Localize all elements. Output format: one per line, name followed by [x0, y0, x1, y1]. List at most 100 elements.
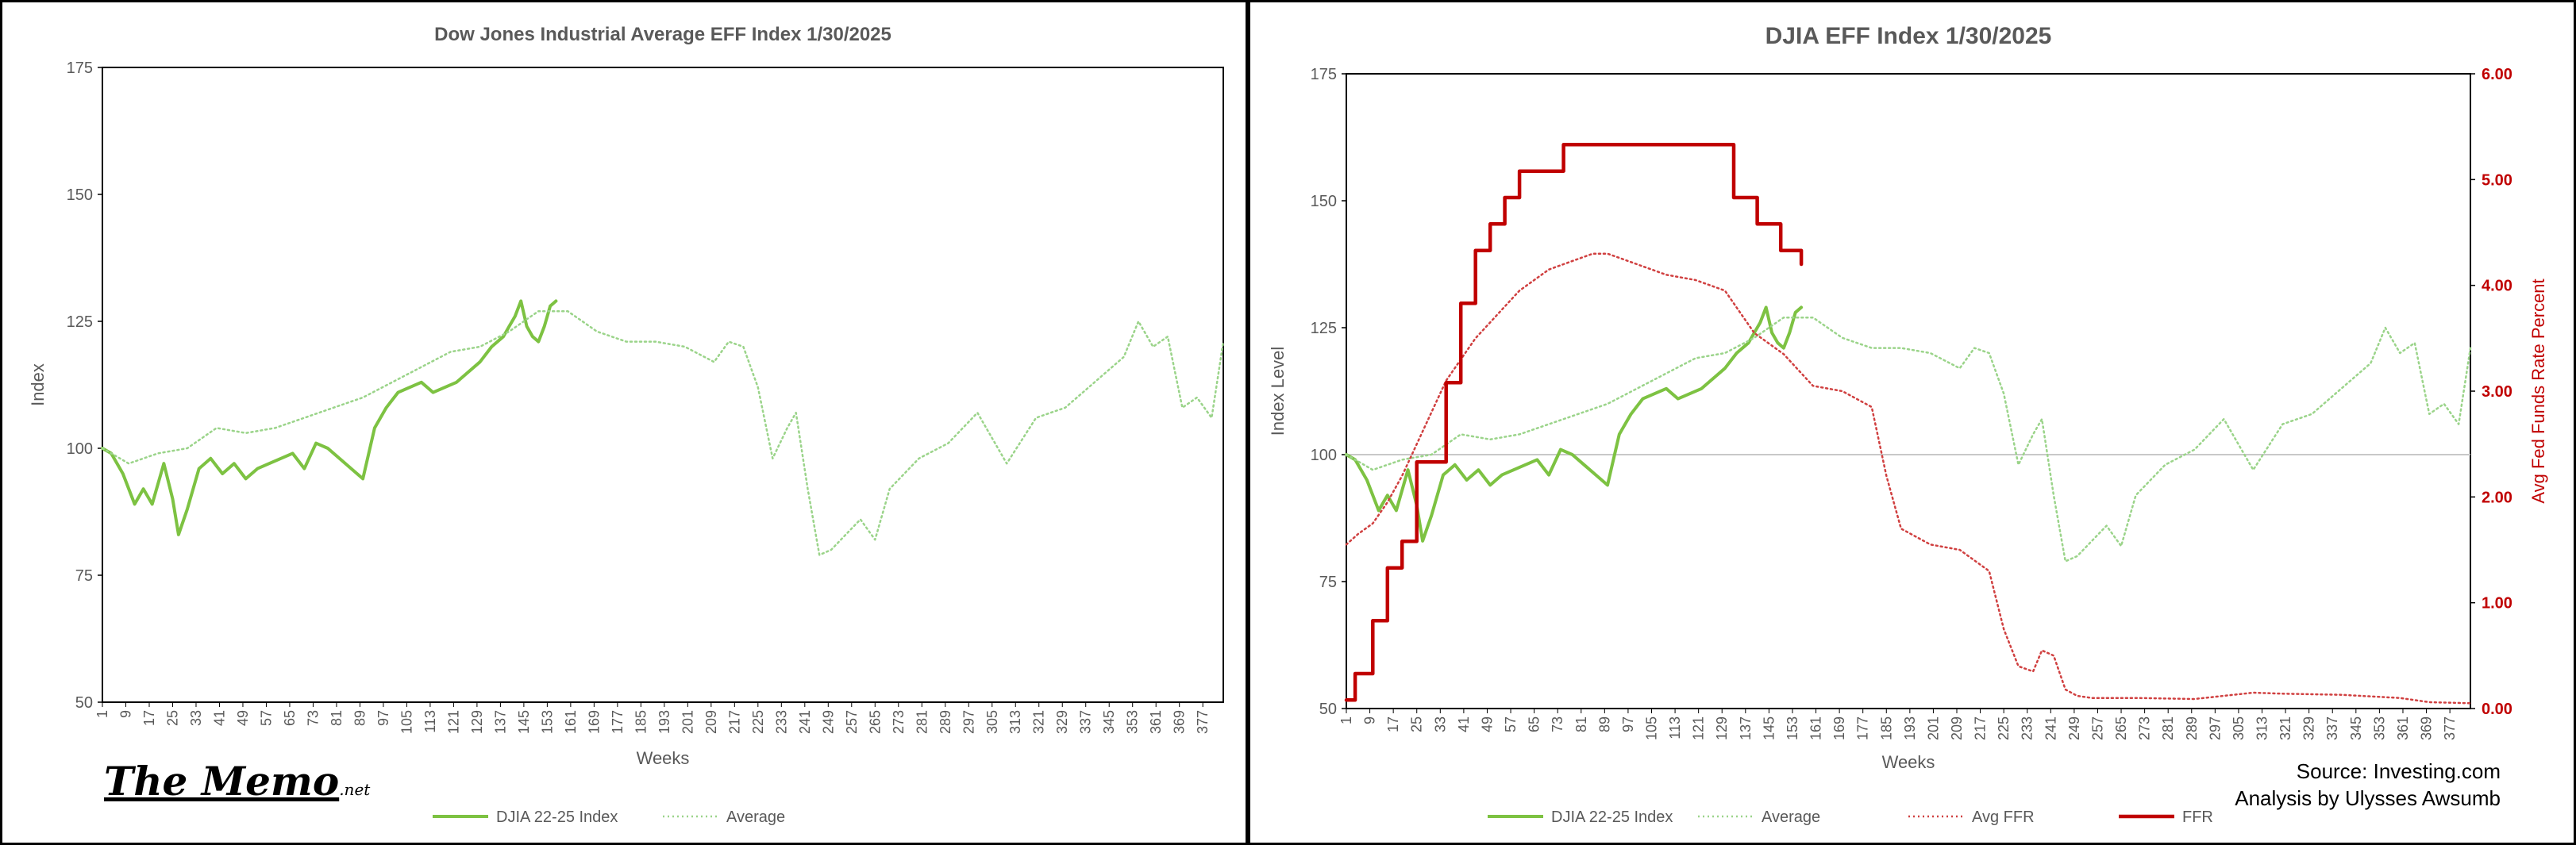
x-tick-label: 1 — [94, 710, 110, 718]
x-tick-label: 73 — [305, 710, 321, 726]
y2-tick-label: 3.00 — [2482, 383, 2512, 401]
left-chart: Dow Jones Industrial Average EFF Index 1… — [28, 24, 1225, 826]
x-tick-label: 337 — [2324, 716, 2340, 740]
series-line-ffr — [1344, 143, 1804, 702]
y-tick-label: 50 — [1319, 701, 1337, 718]
x-tick-label: 193 — [657, 710, 672, 734]
x-tick-label: 185 — [1878, 716, 1894, 740]
series-line-average — [1345, 316, 2472, 563]
x-tick-label: 377 — [2442, 716, 2458, 740]
x-tick-label: 97 — [1620, 716, 1636, 732]
x-tick-label: 321 — [2278, 716, 2293, 740]
right-chart: DJIA EFF Index 1/30/20255075100125150175… — [1268, 23, 2548, 826]
left-chart-panel: Dow Jones Industrial Average EFF Index 1… — [0, 0, 1248, 845]
y2-tick-label: 0.00 — [2482, 701, 2512, 718]
x-axis-title: Weeks — [637, 748, 690, 768]
x-tick-label: 257 — [844, 710, 860, 734]
chart-title: DJIA EFF Index 1/30/2025 — [1765, 23, 2052, 49]
x-tick-label: 345 — [2348, 716, 2364, 740]
x-tick-label: 105 — [399, 710, 414, 734]
legend-label: Avg FFR — [1972, 809, 2035, 826]
right-chart-panel: DJIA EFF Index 1/30/2025 50 75 100 125 150 175… — [1248, 0, 2576, 845]
y2-tick-label: 6.00 — [2482, 66, 2512, 83]
y-tick-label: 75 — [75, 567, 93, 585]
x-tick-label: 89 — [352, 710, 368, 726]
x-tick-label: 241 — [797, 710, 813, 734]
x-tick-label: 161 — [563, 710, 579, 734]
logo-suffix-text: .net — [339, 780, 371, 799]
x-tick-label: 201 — [680, 710, 695, 734]
x-tick-label: 321 — [1031, 710, 1047, 734]
x-tick-label: 297 — [2207, 716, 2223, 740]
x-tick-label: 313 — [1007, 710, 1023, 734]
x-tick-label: 257 — [2089, 716, 2105, 740]
y-axis-title: Index — [28, 363, 48, 406]
x-tick-label: 105 — [1644, 716, 1660, 740]
x-tick-label: 225 — [1996, 716, 2012, 740]
x-tick-label: 169 — [586, 710, 602, 734]
y2-tick-label: 4.00 — [2482, 278, 2512, 295]
x-tick-label: 33 — [1432, 716, 1448, 732]
x-tick-label: 353 — [1125, 710, 1141, 734]
x-tick-label: 369 — [1172, 710, 1188, 734]
x-tick-label: 273 — [2137, 716, 2153, 740]
x-tick-label: 337 — [1078, 710, 1094, 734]
source-credit: Source: Investing.com Analysis by Ulysse… — [2235, 758, 2501, 812]
series-line-djia-22-25-index — [1345, 305, 1804, 543]
x-tick-label: 57 — [1503, 716, 1519, 732]
x-tick-label: 65 — [1527, 716, 1542, 732]
x-tick-label: 153 — [539, 710, 555, 734]
x-tick-label: 193 — [1902, 716, 1918, 740]
x-tick-label: 17 — [1385, 716, 1401, 732]
legend-label: DJIA 22-25 Index — [1551, 809, 1673, 826]
x-tick-label: 41 — [1456, 716, 1472, 732]
series-line-djia-22-25-index — [101, 299, 558, 536]
analysis-line: Analysis by Ulysses Awsumb — [2235, 786, 2501, 810]
y-tick-label: 125 — [67, 313, 93, 331]
x-tick-label: 265 — [867, 710, 883, 734]
x-tick-label: 265 — [2113, 716, 2129, 740]
x-tick-label: 361 — [2395, 716, 2411, 740]
x-tick-label: 209 — [1949, 716, 1965, 740]
y-tick-label: 100 — [1311, 447, 1337, 464]
x-tick-label: 217 — [726, 710, 742, 734]
x-tick-label: 81 — [329, 710, 345, 726]
y-tick-label: 175 — [1311, 66, 1337, 83]
x-tick-label: 65 — [282, 710, 298, 726]
y-tick-label: 150 — [1311, 193, 1337, 210]
legend-label: Average — [726, 809, 785, 826]
x-tick-label: 177 — [610, 710, 626, 734]
x-tick-label: 249 — [820, 710, 836, 734]
x-tick-label: 33 — [188, 710, 204, 726]
x-tick-label: 233 — [2020, 716, 2035, 740]
x-tick-label: 161 — [1808, 716, 1824, 740]
y2-tick-label: 1.00 — [2482, 595, 2512, 613]
x-tick-label: 73 — [1550, 716, 1565, 732]
x-tick-label: 377 — [1195, 710, 1211, 734]
x-tick-label: 89 — [1596, 716, 1612, 732]
x-tick-label: 241 — [2043, 716, 2058, 740]
x-tick-label: 217 — [1973, 716, 1989, 740]
x-tick-label: 49 — [1479, 716, 1495, 732]
x-tick-label: 329 — [1054, 710, 1070, 734]
x-tick-label: 297 — [961, 710, 976, 734]
x-tick-label: 209 — [703, 710, 719, 734]
x-tick-label: 289 — [2184, 716, 2200, 740]
x-axis-title: Weeks — [1882, 752, 1935, 772]
x-tick-label: 81 — [1573, 716, 1589, 732]
y-axis-title: Index Level — [1268, 347, 1288, 436]
plot-area-frame — [102, 67, 1224, 703]
x-tick-label: 353 — [2371, 716, 2387, 740]
x-tick-label: 361 — [1148, 710, 1164, 734]
x-tick-label: 153 — [1785, 716, 1800, 740]
x-tick-label: 313 — [2254, 716, 2270, 740]
x-tick-label: 49 — [235, 710, 251, 726]
y2-tick-label: 2.00 — [2482, 489, 2512, 506]
x-tick-label: 185 — [633, 710, 649, 734]
x-tick-label: 137 — [1738, 716, 1754, 740]
source-line: Source: Investing.com — [2296, 759, 2501, 783]
x-tick-label: 345 — [1101, 710, 1117, 734]
x-tick-label: 145 — [1761, 716, 1777, 740]
memo-logo: The Memo.net — [104, 758, 370, 805]
x-tick-label: 97 — [375, 710, 391, 726]
